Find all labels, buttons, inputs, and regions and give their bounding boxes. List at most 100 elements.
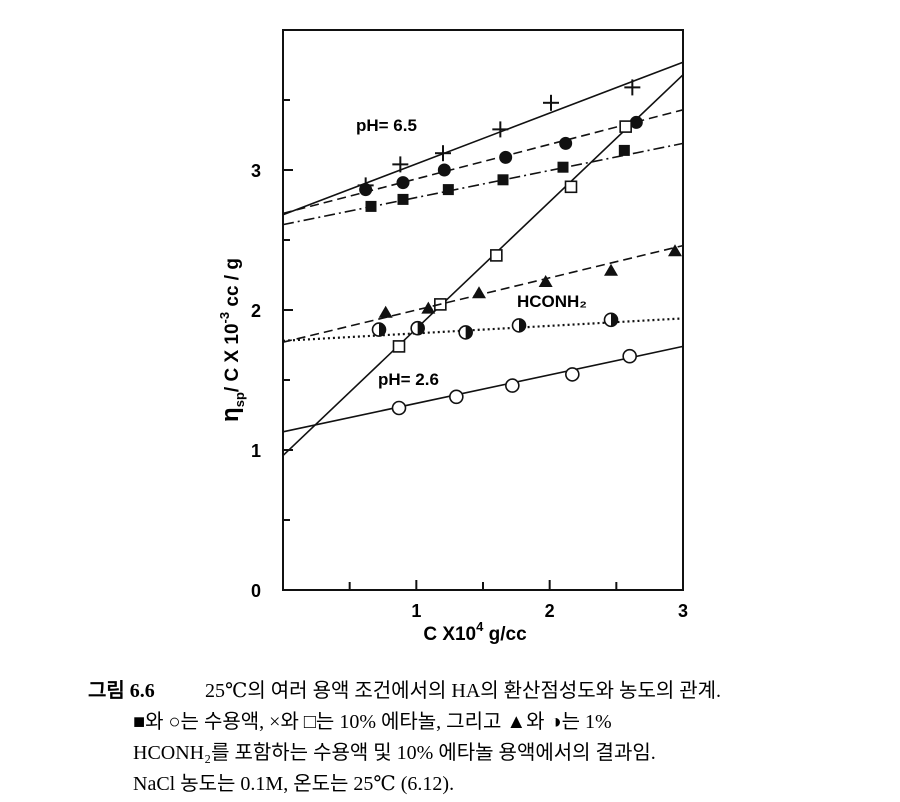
data-point <box>396 176 410 190</box>
data-point <box>378 305 393 318</box>
data-point <box>618 144 630 156</box>
marker-part <box>619 120 632 133</box>
x-tick-label: 1 <box>411 601 421 621</box>
fit-line <box>282 317 684 342</box>
caption-label: 그림 6.6 <box>88 679 155 702</box>
data-point <box>359 183 373 197</box>
x-tick-label: 2 <box>545 601 555 621</box>
data-point <box>449 389 464 405</box>
y-tick-label: 3 <box>251 161 261 181</box>
data-point <box>472 286 486 299</box>
marker-part <box>417 321 425 335</box>
marker-part <box>519 318 526 332</box>
marker-part <box>565 367 580 382</box>
marker-part <box>557 161 569 173</box>
marker-part <box>397 193 409 205</box>
fit-line <box>282 142 684 226</box>
data-point <box>557 161 569 173</box>
x-label-end: g/cc <box>483 624 527 645</box>
caption-line: 25℃의 여러 용액 조건에서의 HA의 환산점성도와 농도의 관계. <box>205 679 721 702</box>
x-label-sup: 4 <box>476 619 484 634</box>
caption-line: NaCl 농도는 0.1M, 온도는 25℃ (6.12). <box>133 773 454 795</box>
data-point <box>492 121 509 138</box>
data-point <box>564 180 578 194</box>
data-point <box>397 193 409 205</box>
data-point <box>371 322 387 337</box>
marker-part <box>365 200 377 212</box>
data-point <box>391 400 407 416</box>
x-tick-label: 3 <box>678 601 688 621</box>
data-point <box>458 325 473 340</box>
y-tick-label: 1 <box>251 441 261 461</box>
marker-part <box>437 163 451 177</box>
marker-part <box>618 144 630 156</box>
y-label-sub: sp <box>232 392 247 407</box>
marker-part <box>396 176 410 190</box>
data-point <box>624 79 641 96</box>
x-axis-label: C X104 g/cc <box>423 619 527 645</box>
annotation: pH= 2.6 <box>378 370 439 389</box>
y-label-mid: / C X 10 <box>222 323 243 392</box>
data-point <box>603 312 619 328</box>
caption-line: ■와 ○는 수용액, ×와 □는 10% 에타놀, 그리고 ▲와 ◑는 1% <box>133 710 612 733</box>
marker-part <box>559 136 573 150</box>
y-axis-label: ηsp/ C X 10-3 cc / g <box>217 258 247 422</box>
data-point <box>619 120 632 133</box>
y-label-sup: -3 <box>217 312 232 324</box>
marker-part <box>505 378 520 393</box>
marker-part <box>668 244 682 257</box>
fit-line <box>282 74 684 457</box>
fit-line <box>282 61 684 216</box>
data-point <box>442 184 454 196</box>
marker-part <box>449 389 464 405</box>
marker-part <box>564 180 578 194</box>
data-point <box>410 320 425 336</box>
y-label-main: η <box>217 407 244 422</box>
marker-part <box>472 286 486 299</box>
marker-part <box>490 249 503 262</box>
annotation: pH= 6.5 <box>356 116 417 135</box>
fit-line <box>282 109 684 215</box>
data-point <box>538 275 553 287</box>
marker-part <box>629 115 643 129</box>
data-point <box>629 115 643 129</box>
data-point <box>511 318 527 333</box>
annotation: HCONH₂ <box>517 292 587 311</box>
y-label-end: cc / g <box>222 258 243 312</box>
data-point <box>499 150 513 164</box>
data-point <box>490 249 503 262</box>
y-tick-label: 2 <box>251 301 261 321</box>
marker-part <box>538 275 553 287</box>
marker-part <box>497 174 509 186</box>
marker-part <box>391 400 407 416</box>
data-point <box>365 200 377 212</box>
data-point <box>543 94 559 111</box>
fit-line <box>282 244 684 343</box>
data-point <box>505 378 520 393</box>
data-point <box>565 367 580 382</box>
data-point <box>668 244 682 257</box>
marker-part <box>421 301 436 314</box>
marker-part <box>442 184 454 196</box>
marker-part <box>359 183 373 197</box>
data-point <box>435 145 451 162</box>
marker-part <box>611 313 618 327</box>
marker-part <box>465 325 473 339</box>
marker-part <box>392 340 406 353</box>
marker-part <box>379 323 386 337</box>
data-point <box>497 174 509 186</box>
marker-part <box>499 150 513 164</box>
fit-line <box>282 345 684 433</box>
data-point <box>604 263 618 276</box>
data-point <box>392 156 409 173</box>
data-point <box>622 348 637 364</box>
x-label-main: C X10 <box>423 624 476 645</box>
data-point <box>559 136 573 150</box>
marker-part <box>622 348 637 364</box>
data-point <box>392 340 406 353</box>
marker-part <box>378 305 393 318</box>
marker-part <box>604 263 618 276</box>
